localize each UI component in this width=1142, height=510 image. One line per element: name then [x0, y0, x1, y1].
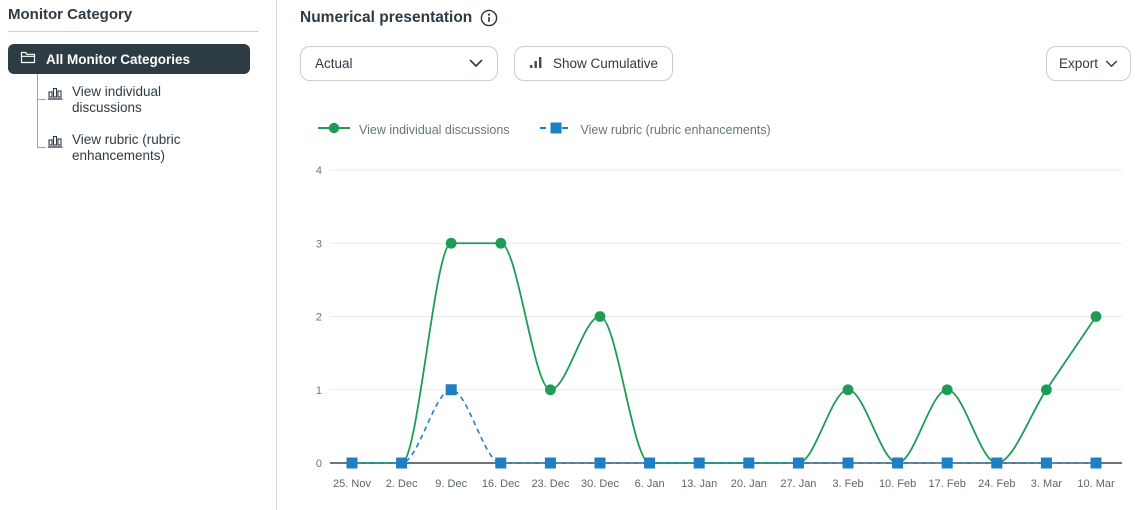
sidebar-divider	[8, 31, 258, 32]
legend-item-view-rubric[interactable]: View rubric (rubric enhancements)	[539, 121, 771, 139]
data-point-square[interactable]	[991, 457, 1003, 469]
info-icon[interactable]	[480, 9, 498, 27]
sidebar-title: Monitor Category	[8, 6, 133, 23]
y-axis-tick-label: 4	[316, 165, 322, 177]
data-point-square[interactable]	[445, 384, 457, 396]
show-cumulative-button[interactable]: Show Cumulative	[514, 46, 674, 81]
cumulative-bars-icon	[529, 55, 544, 72]
sidebar-item-view-individual-discussions[interactable]: View individual discussions	[48, 84, 194, 115]
data-point-square[interactable]	[594, 457, 606, 469]
presentation-mode-select[interactable]: Actual	[300, 46, 498, 81]
x-axis-tick-label: 16. Dec	[482, 478, 520, 490]
sidebar-item-all-monitor-categories[interactable]: All Monitor Categories	[8, 44, 250, 74]
data-point-circle[interactable]	[545, 384, 556, 396]
data-point-circle[interactable]	[1041, 384, 1052, 396]
x-axis-tick-label: 10. Feb	[879, 478, 916, 490]
show-cumulative-label: Show Cumulative	[553, 56, 659, 71]
data-point-circle[interactable]	[594, 311, 606, 322]
x-axis-tick-label: 10. Mar	[1077, 478, 1115, 490]
data-point-square[interactable]	[495, 457, 507, 469]
x-axis-tick-label: 2. Dec	[386, 478, 418, 490]
sidebar-item-label: View rubric (rubric enhancements)	[72, 132, 181, 163]
export-button[interactable]: Export	[1046, 46, 1131, 81]
data-point-square[interactable]	[544, 457, 556, 469]
chevron-down-icon	[469, 56, 483, 71]
y-axis-tick-label: 0	[316, 458, 322, 470]
line-chart: 0 1 2 3 4 25. Nov 2. Dec 9. Dec 16. Dec 23. Dec 30…	[300, 150, 1132, 500]
y-axis-tick-label: 3	[316, 238, 322, 250]
chart-legend: View individual discussions View rubric …	[318, 121, 771, 139]
folder-open-icon	[20, 50, 36, 69]
sidebar-item-label: All Monitor Categories	[46, 51, 191, 67]
bar-chart-icon	[48, 132, 63, 153]
y-axis-tick-label: 1	[316, 385, 322, 397]
x-axis-tick-label: 23. Dec	[531, 478, 569, 490]
series-line-1	[352, 388, 1096, 464]
x-axis-tick-label: 24. Feb	[978, 478, 1015, 490]
data-point-square[interactable]	[1090, 457, 1102, 469]
legend-dash-square-marker	[539, 121, 572, 139]
data-point-square[interactable]	[941, 457, 953, 469]
x-axis-tick-label: 3. Mar	[1031, 478, 1063, 490]
x-axis-tick-label: 27. Jan	[780, 478, 816, 490]
legend-label: View individual discussions	[359, 123, 510, 137]
x-axis-tick-label: 3. Feb	[832, 478, 863, 490]
bar-chart-icon	[48, 84, 63, 105]
data-point-square[interactable]	[792, 457, 804, 469]
data-point-square[interactable]	[693, 457, 705, 469]
legend-label: View rubric (rubric enhancements)	[580, 123, 771, 137]
x-axis-tick-label: 9. Dec	[435, 478, 467, 490]
legend-item-view-individual-discussions[interactable]: View individual discussions	[318, 121, 510, 139]
tree-connector-line	[37, 74, 38, 147]
data-point-circle[interactable]	[941, 384, 953, 396]
data-point-square[interactable]	[892, 457, 904, 469]
chevron-down-icon	[1105, 56, 1118, 71]
data-point-square[interactable]	[743, 457, 755, 469]
x-axis-tick-label: 25. Nov	[333, 478, 371, 490]
data-point-circle[interactable]	[495, 237, 507, 249]
sidebar: Monitor Category All Monitor Categories	[0, 0, 277, 510]
series-line-0	[352, 242, 1097, 464]
sidebar-item-view-rubric[interactable]: View rubric (rubric enhancements)	[48, 132, 194, 163]
legend-line-circle-marker	[318, 121, 350, 139]
data-point-square[interactable]	[346, 457, 358, 469]
sidebar-item-label: View individual discussions	[72, 84, 162, 115]
tree-connector-stub	[37, 99, 46, 100]
tree-connector-stub	[37, 147, 46, 148]
data-point-square[interactable]	[396, 457, 408, 469]
data-point-circle[interactable]	[445, 237, 457, 249]
data-point-square[interactable]	[842, 457, 854, 469]
export-label: Export	[1059, 56, 1099, 71]
data-point-circle[interactable]	[1090, 311, 1102, 322]
x-axis-tick-label: 17. Feb	[929, 478, 966, 490]
y-axis-tick-label: 2	[316, 312, 322, 324]
page-title-text: Numerical presentation	[300, 9, 473, 26]
data-point-square[interactable]	[1040, 457, 1052, 469]
page-title: Numerical presentation	[300, 9, 498, 27]
data-point-square[interactable]	[644, 457, 656, 469]
data-point-circle[interactable]	[842, 384, 854, 396]
x-axis-tick-label: 20. Jan	[731, 478, 767, 490]
x-axis-tick-label: 13. Jan	[681, 478, 717, 490]
x-axis-tick-label: 6. Jan	[635, 478, 665, 490]
presentation-mode-value: Actual	[315, 56, 353, 71]
x-axis-tick-label: 30. Dec	[581, 478, 619, 490]
